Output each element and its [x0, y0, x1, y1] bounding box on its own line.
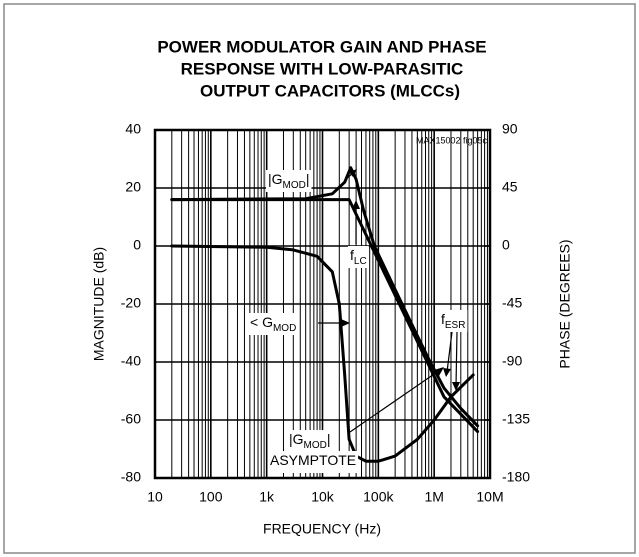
annotation-part: ESR: [445, 320, 466, 331]
data-line: [170, 166, 480, 428]
annotation: < GMOD: [250, 314, 296, 334]
leader-line: [455, 331, 458, 387]
annotation-part: < G: [250, 314, 273, 330]
y2-tick-label: 90: [502, 121, 518, 137]
annotation-part: f: [441, 311, 445, 327]
y-tick-label: -20: [121, 295, 141, 311]
y-tick-label: -40: [121, 353, 141, 369]
arrowhead: [443, 368, 451, 377]
y2-tick-label: -90: [502, 353, 522, 369]
annotation-bg: [248, 313, 299, 335]
arrowhead: [352, 200, 360, 209]
y-tick-label: 0: [133, 237, 141, 253]
annotation-part: |: [306, 171, 310, 187]
annotation-bg: [287, 430, 333, 452]
chart-title: RESPONSE WITH LOW-PARASITIC: [181, 59, 464, 78]
annotation: fESR: [441, 311, 465, 331]
annotation-part: ASYMPTOTE: [270, 452, 356, 468]
annotation-part: MOD: [273, 323, 296, 334]
x-tick-label: 100k: [363, 489, 394, 505]
annotation-part: |G: [289, 431, 304, 447]
x-axis-label: FREQUENCY (Hz): [263, 521, 381, 537]
chart-title: POWER MODULATOR GAIN AND PHASE: [157, 37, 486, 56]
y-tick-label: 40: [125, 121, 141, 137]
leader-line: [446, 331, 453, 373]
y2-tick-label: 0: [502, 237, 510, 253]
x-tick-label: 100: [199, 489, 223, 505]
annotation-bg: [348, 246, 369, 268]
plot: [170, 166, 480, 463]
leaders: [318, 171, 458, 433]
annotation-part: LC: [354, 256, 367, 267]
x-tick-label: 10: [147, 489, 163, 505]
y2-tick-label: 45: [502, 179, 518, 195]
arrowheads: [341, 169, 460, 391]
arrowhead: [349, 169, 357, 177]
x-tick-label: 10k: [311, 489, 335, 505]
annotation-bg: [439, 310, 468, 332]
chart-title: OUTPUT CAPACITORS (MLCCs): [200, 81, 460, 100]
y-tick-label: -60: [121, 411, 141, 427]
annotation-part: f: [350, 247, 354, 263]
y2-tick-label: -180: [502, 469, 530, 485]
y-axis-label: MAGNITUDE (dB): [91, 247, 107, 361]
data-line: [170, 198, 480, 434]
annotation-part: |: [327, 431, 331, 447]
annotation: |GMOD|: [289, 431, 331, 451]
data-line: [170, 244, 475, 463]
x-tick-label: 10M: [476, 489, 503, 505]
annotation-bg: [266, 170, 312, 192]
y2-tick-label: -135: [502, 411, 530, 427]
annotation-part: |G: [268, 171, 283, 187]
annotation: ASYMPTOTE: [270, 452, 356, 468]
y-tick-label: 20: [125, 179, 141, 195]
y2-axis-label: PHASE (DEGREES): [557, 239, 573, 368]
arrowhead: [452, 382, 460, 391]
annotation: fLC: [350, 247, 367, 267]
x-tick-label: 1k: [259, 489, 275, 505]
annotation-part: MOD: [283, 180, 306, 191]
annotation: |GMOD|: [268, 171, 310, 191]
annotation-part: MOD: [304, 440, 327, 451]
y-tick-label: -80: [121, 469, 141, 485]
x-tick-label: 1M: [424, 489, 443, 505]
y2-tick-label: -45: [502, 295, 522, 311]
plot-frame: [153, 128, 492, 480]
arrowhead: [341, 319, 350, 327]
figure-id: MAX15002 fig05c: [416, 135, 488, 145]
leader-line: [349, 369, 441, 433]
annotation-bg: [268, 451, 359, 473]
arrowhead: [434, 367, 444, 376]
